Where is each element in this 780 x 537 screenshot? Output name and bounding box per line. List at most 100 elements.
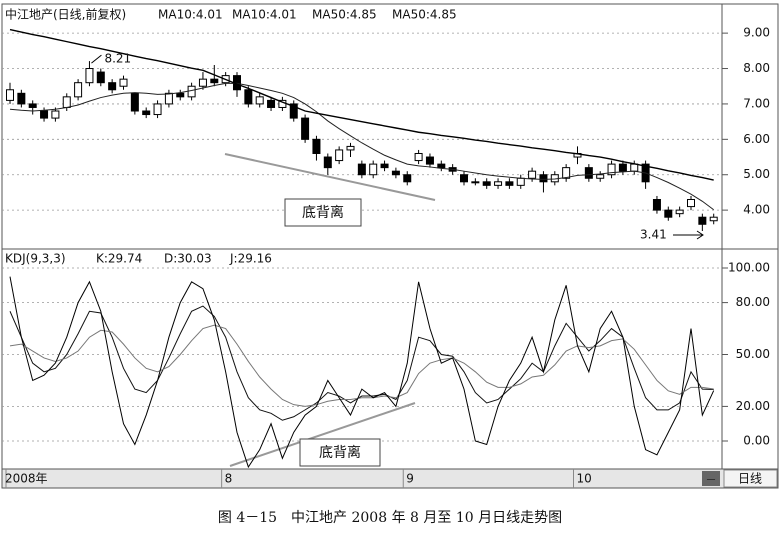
candle-body xyxy=(74,82,83,98)
candle-body xyxy=(403,174,412,183)
candle-body xyxy=(130,92,139,112)
y-tick-label: 7.00 xyxy=(743,96,770,110)
y-tick-label: 50.00 xyxy=(736,347,770,361)
x-tick-label: 9 xyxy=(406,472,414,486)
caption: 图 4－15 中江地产 2008 年 8 月至 10 月日线走势图 xyxy=(218,510,562,526)
candle-body xyxy=(584,167,593,179)
x-tick-label: 2008年 xyxy=(5,472,48,486)
candle-body xyxy=(62,96,71,108)
candle-body xyxy=(539,174,548,183)
candle-body xyxy=(267,99,276,108)
candle-body xyxy=(664,209,673,218)
candle-body xyxy=(255,96,264,105)
period-label[interactable]: 日线 xyxy=(738,472,762,486)
candle-body xyxy=(562,167,571,179)
candle-body xyxy=(289,103,298,119)
candle-body xyxy=(17,92,26,105)
legend-label: MA10:4.01 xyxy=(158,8,223,22)
candle-body xyxy=(516,177,525,186)
y-tick-label: 9.00 xyxy=(743,26,770,40)
candle-body xyxy=(460,174,468,183)
scroll-label: — xyxy=(707,475,716,485)
x-axis-bar xyxy=(1,468,779,489)
candle-body xyxy=(494,181,503,186)
candle-body xyxy=(675,209,684,215)
candle-body xyxy=(198,78,207,87)
line-series xyxy=(9,276,715,469)
legend-label: D:30.03 xyxy=(164,252,212,266)
y-tick-label: 6.00 xyxy=(743,132,770,146)
panel-title: 中江地产(日线,前复权) xyxy=(5,7,126,22)
candle-body xyxy=(380,163,389,169)
candle-body xyxy=(6,89,14,101)
legend-label: K:29.74 xyxy=(96,252,142,266)
y-tick-label: 20.00 xyxy=(736,399,770,413)
candle-body xyxy=(505,181,514,186)
annotation-box xyxy=(299,438,381,467)
annotation: 底背离 xyxy=(319,444,361,461)
x-tick-label: 8 xyxy=(225,472,233,486)
candle-body xyxy=(312,138,321,154)
y-tick-label: 100.00 xyxy=(728,260,770,274)
candle-body xyxy=(164,92,173,105)
candle-body xyxy=(630,163,639,172)
candle-body xyxy=(335,149,344,162)
y-tick-label: 5.00 xyxy=(743,167,770,181)
line-series xyxy=(9,324,714,407)
candle-body xyxy=(51,110,60,119)
scroll-button[interactable] xyxy=(702,471,720,486)
legend-label: MA10:4.01 xyxy=(232,8,297,22)
candle-body xyxy=(176,92,185,98)
divergence-line xyxy=(229,402,416,467)
candle-body xyxy=(142,110,151,116)
frame xyxy=(1,3,779,489)
candle-body xyxy=(528,170,537,179)
candle-body xyxy=(244,89,253,105)
candle-body xyxy=(96,71,105,84)
annotation: 8.21 xyxy=(104,52,131,66)
line-series xyxy=(9,82,714,211)
period-button[interactable] xyxy=(723,469,778,488)
candle-body xyxy=(108,82,117,91)
candle-body xyxy=(596,174,605,179)
candle-body xyxy=(471,181,480,184)
candle-body xyxy=(153,103,162,116)
candle-body xyxy=(391,170,400,176)
candle-body xyxy=(187,85,196,98)
candle-body xyxy=(346,145,355,151)
annotation: 3.41 xyxy=(640,228,667,242)
legend-label: J:29.16 xyxy=(229,252,272,266)
candle-body xyxy=(425,156,434,165)
candle-body xyxy=(687,199,695,208)
candle-body xyxy=(709,216,718,222)
candle-body xyxy=(437,163,446,169)
candle-body xyxy=(482,181,491,186)
candle-body xyxy=(414,152,423,162)
candle-body xyxy=(210,78,219,84)
panel-title: KDJ(9,3,3) xyxy=(5,252,66,266)
annotation: 底背离 xyxy=(302,204,344,221)
annotation-arrow xyxy=(91,54,102,64)
candle-body xyxy=(618,163,627,172)
candle-body xyxy=(698,216,707,225)
y-tick-label: 80.00 xyxy=(736,295,770,309)
candle-body xyxy=(119,78,128,87)
annotation-arrow xyxy=(673,230,704,240)
candle-body xyxy=(607,163,616,176)
candle-body xyxy=(40,110,49,119)
y-tick-label: 8.00 xyxy=(743,61,770,75)
legend-label: MA50:4.85 xyxy=(392,8,457,22)
x-tick-label: 10 xyxy=(577,472,592,486)
annotation-box xyxy=(284,198,362,227)
y-tick-label: 4.00 xyxy=(743,203,770,217)
candle-body xyxy=(357,163,366,176)
candle-body xyxy=(28,103,37,108)
candle-body xyxy=(369,163,378,176)
y-tick-label: 0.00 xyxy=(743,434,770,448)
legend-label: MA50:4.85 xyxy=(312,8,377,22)
candle-body xyxy=(301,117,310,140)
candle-body xyxy=(323,156,332,169)
candle-body xyxy=(652,199,661,211)
line-series xyxy=(9,28,714,181)
